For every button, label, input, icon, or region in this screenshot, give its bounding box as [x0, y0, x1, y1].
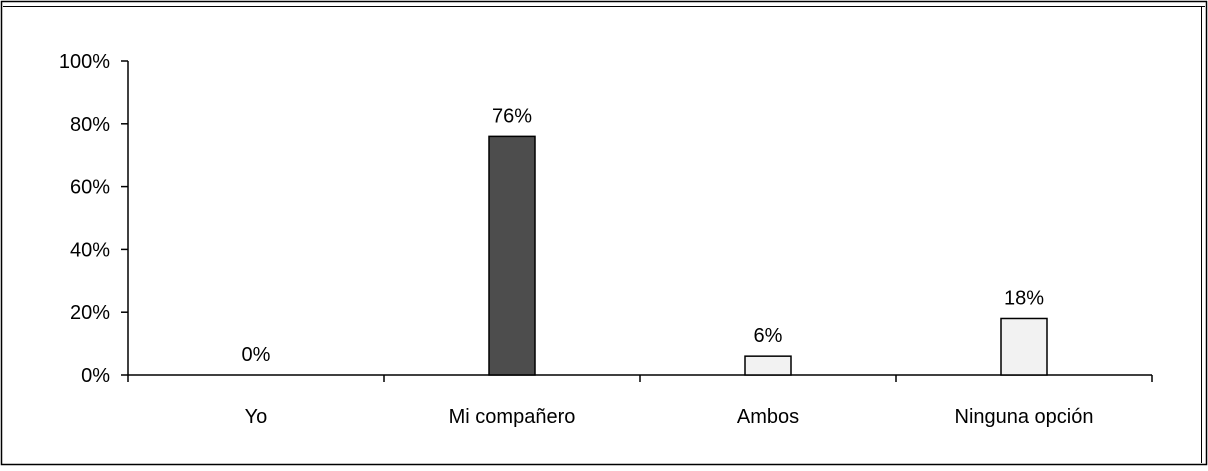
data-label-1: 76% — [492, 105, 532, 127]
bar-3 — [1000, 317, 1048, 376]
data-label-3: 18% — [1004, 287, 1044, 309]
category-label-0: Yo — [245, 406, 268, 428]
y-tick-label: 0% — [81, 365, 110, 387]
plot-area: 0% 20% 40% 60% 80% 100% 0% Yo 76% Mi compañero 6% A… — [59, 51, 1153, 428]
category-label-2: Ambos — [737, 406, 799, 428]
y-tick-label: 20% — [70, 302, 110, 324]
y-tick-label: 80% — [70, 114, 110, 136]
data-label-2: 6% — [754, 325, 783, 347]
y-tick-label: 100% — [59, 51, 110, 73]
category-label-3: Ninguna opción — [955, 406, 1094, 428]
bar-1 — [488, 135, 536, 376]
y-tick-label: 60% — [70, 177, 110, 199]
category-label-1: Mi compañero — [449, 406, 576, 428]
data-label-0: 0% — [242, 344, 271, 366]
bar-2 — [744, 355, 792, 376]
y-tick-label: 40% — [70, 239, 110, 261]
